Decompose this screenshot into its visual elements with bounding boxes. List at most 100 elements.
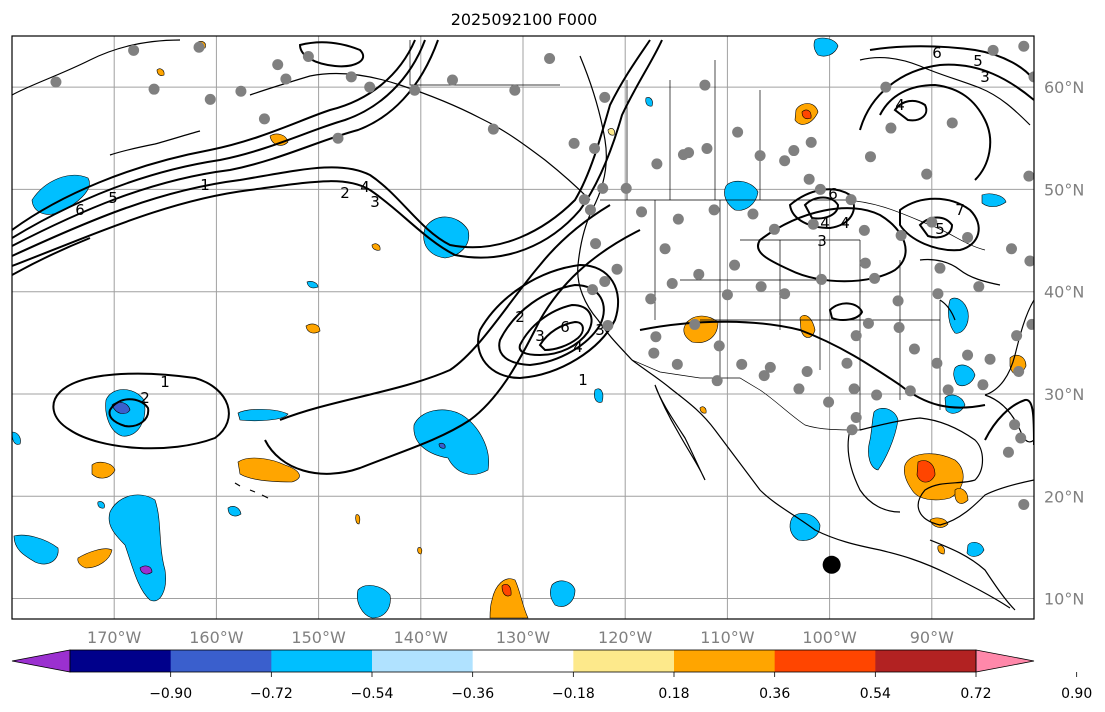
station-dot [823,396,835,408]
station-dot [204,93,216,105]
longitude-tick-label: 140°W [394,628,449,647]
station-dot [892,295,904,307]
contour-line [859,63,1034,131]
coastlines-and-borders [12,39,1034,611]
aleutian-chain [109,130,201,156]
contour-value-labels: 1 2 3 4 5 6 1 2 3 4 2 3 4 6 1 3 4 6 5 3 … [75,44,990,407]
negative-anomaly-patch [966,541,985,557]
highlight-marker [822,555,841,574]
contour-line [498,283,605,367]
negative-anomaly-patch [724,180,759,211]
station-dot [908,343,920,355]
station-dot [736,358,748,370]
contour-line [893,99,928,122]
hawaiian-islands [234,482,269,499]
station-dot [599,275,611,287]
contour-line [757,207,907,283]
negative-anomaly-patch [813,37,839,57]
longitude-tick-label: 150°W [291,628,346,647]
station-dot [446,74,458,86]
station-dot [962,231,974,243]
contour-label: 3 [980,68,990,86]
colorbar [11,649,1035,673]
station-dot [636,206,648,218]
map-plot-area: 1 2 3 4 5 6 1 2 3 4 2 3 4 6 1 3 4 6 5 3 … [12,36,1034,619]
station-dot [1006,243,1018,255]
contour-line [828,302,864,321]
station-dot [931,357,943,369]
station-dot [864,151,876,163]
station-dot [850,412,862,424]
contour-line [477,263,620,380]
station-dot [848,383,860,395]
station-dot [689,318,701,330]
contour-label: 3 [595,321,605,339]
negative-anomaly-patch [31,174,90,215]
colorbar-tick-labels: −0.90 −0.72 −0.54 −0.36 −0.18 0.18 0.36 0.54 0.7… [149,672,1092,702]
strong-negative-core [139,565,153,575]
station-dot [258,113,270,125]
station-dot [962,349,974,361]
contour-label: 2 [340,184,350,202]
colorbar-cell [271,650,373,672]
station-dot [869,272,881,284]
station-dot [893,322,905,333]
station-dot [597,182,609,194]
map-frame [11,35,1035,620]
positive-anomaly-patch [77,548,113,569]
station-dot [942,384,954,396]
station-dot [509,84,521,96]
contour-line [12,39,439,247]
baja-california [654,384,706,481]
station-dot [50,76,62,88]
negative-anomaly-patch [413,409,489,475]
longitude-tick-label: 170°W [87,628,142,647]
positive-anomaly-patch [699,406,707,414]
station-dot [235,85,247,97]
colorbar-tick-label: −0.18 [552,686,595,702]
station-dot [272,59,284,71]
great-lakes [919,258,1001,321]
station-dot [620,182,632,194]
station-dot [1018,40,1030,52]
station-dot [487,123,499,135]
shaded-anomaly-fields [12,37,1027,619]
negative-anomaly-patch [357,585,391,619]
station-dot [807,218,819,230]
contour-label: 4 [895,96,905,114]
canada-province-lines [409,40,761,200]
longitude-tick-labels: 170°W 160°W 150°W 140°W 130°W 120°W 110°W 100°W… [87,628,954,647]
station-dot [683,147,695,159]
contour-label: 4 [573,338,583,356]
negative-anomaly-patch [97,501,105,509]
positive-anomaly-patch [91,461,116,479]
longitude-tick-label: 110°W [700,628,755,647]
station-dot [1018,498,1030,510]
positive-anomaly-patch [305,323,321,334]
station-dot [768,223,780,235]
contour-label: 6 [828,185,838,203]
east-coast [984,299,1034,396]
positive-anomaly-patch [417,547,423,555]
station-dot [409,84,421,96]
station-dot [364,81,376,93]
station-dot [693,268,705,280]
colorbar-cell [674,650,776,672]
contour-line [12,237,91,276]
station-dot [793,383,805,395]
station-dot [713,340,725,352]
negative-anomaly-patch [594,388,604,403]
station-dot [846,424,858,436]
contour-label: 2 [140,389,150,407]
station-dot [611,263,623,275]
alaska-coast [12,39,591,201]
station-dot [699,79,711,91]
station-dot [932,288,944,300]
positive-anomaly-patch [371,243,381,251]
contour-label: 4 [840,214,850,232]
longitude-tick-label: 120°W [598,628,653,647]
station-dot [590,238,602,250]
longitude-tick-label: 160°W [189,628,244,647]
colorbar-outline [69,649,977,673]
